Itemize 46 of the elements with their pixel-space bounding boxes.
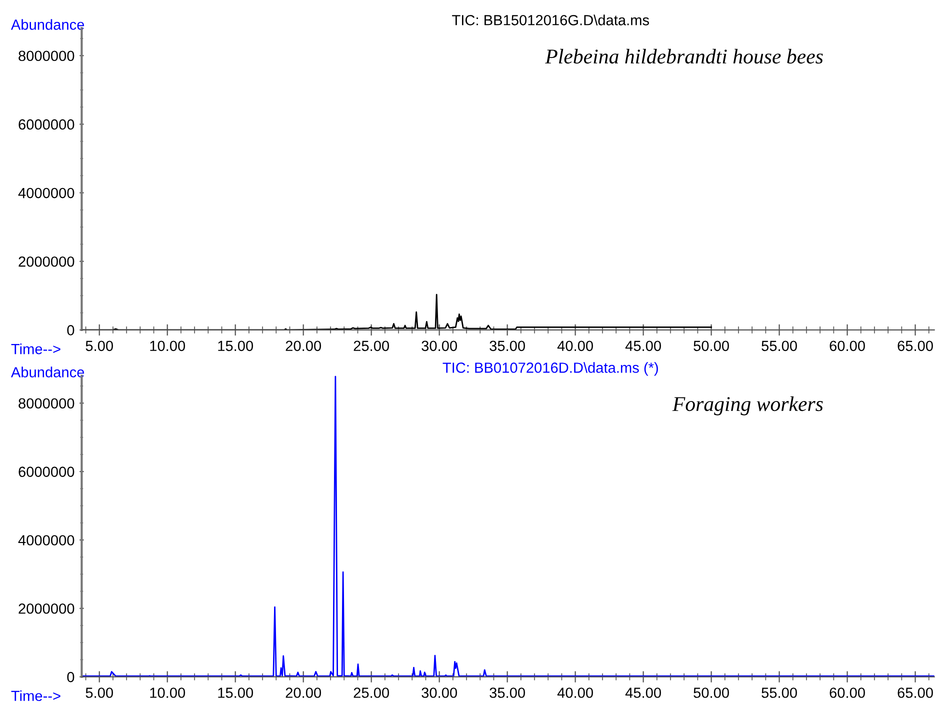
x-tick-label: 20.00 bbox=[286, 340, 322, 352]
x-tick-label: 45.00 bbox=[625, 340, 661, 352]
x-tick-label: 65.00 bbox=[898, 688, 933, 698]
x-tick-label: 30.00 bbox=[422, 340, 458, 352]
line-series bbox=[82, 294, 712, 330]
y-tick-label: 6000000 bbox=[18, 119, 74, 130]
y-tick-label: 4000000 bbox=[18, 535, 74, 546]
x-tick-label: 25.00 bbox=[354, 688, 390, 698]
x-tick-label: 55.00 bbox=[762, 688, 797, 698]
x-tick-label: 45.00 bbox=[625, 688, 661, 698]
x-tick-label: 15.00 bbox=[218, 688, 254, 698]
x-tick-label: 35.00 bbox=[490, 340, 525, 352]
x-tick-label: 65.00 bbox=[898, 340, 933, 352]
chart-title: TIC: BB01072016D.D\data.ms (*) bbox=[442, 362, 658, 376]
annotation: Foraging workers bbox=[672, 396, 823, 416]
x-tick-label: 35.00 bbox=[490, 688, 525, 698]
x-tick-label: 15.00 bbox=[218, 340, 254, 352]
y-tick-label: 2000000 bbox=[18, 256, 74, 267]
x-tick-label: 10.00 bbox=[150, 688, 186, 698]
x-tick-label: 50.00 bbox=[694, 688, 729, 698]
x-tick-label: 25.00 bbox=[354, 340, 390, 352]
x-tick-label: 5.00 bbox=[86, 688, 113, 698]
x-tick-label: 40.00 bbox=[557, 688, 593, 698]
y-tick-label: 2000000 bbox=[18, 603, 74, 614]
x-tick-label: 55.00 bbox=[762, 340, 797, 352]
y-tick-label: 6000000 bbox=[18, 466, 74, 477]
y-tick-label: 0 bbox=[67, 325, 74, 336]
x-tick-label: 20.00 bbox=[286, 688, 322, 698]
x-axis-title: Time--> bbox=[11, 690, 60, 702]
annotation: Plebeina hildebrandti house bees bbox=[545, 48, 823, 64]
x-tick-label: 60.00 bbox=[830, 340, 865, 352]
y-tick-label: 8000000 bbox=[18, 50, 74, 62]
y-axis-title: Abundance bbox=[10, 366, 84, 378]
line-series bbox=[82, 376, 934, 677]
x-tick-label: 10.00 bbox=[150, 340, 186, 352]
x-tick-label: 50.00 bbox=[694, 340, 729, 352]
x-tick-label: 5.00 bbox=[86, 340, 113, 352]
y-tick-label: 4000000 bbox=[18, 188, 74, 198]
y-axis-title: Abundance bbox=[10, 19, 84, 30]
y-tick-label: 0 bbox=[67, 672, 74, 682]
x-tick-label: 60.00 bbox=[830, 688, 865, 698]
chart-title: TIC: BB15012016G.D\data.ms bbox=[452, 14, 649, 26]
x-axis-title: Time--> bbox=[11, 344, 60, 354]
y-tick-label: 8000000 bbox=[18, 398, 74, 409]
x-tick-label: 40.00 bbox=[557, 340, 593, 352]
x-tick-label: 30.00 bbox=[422, 688, 458, 698]
